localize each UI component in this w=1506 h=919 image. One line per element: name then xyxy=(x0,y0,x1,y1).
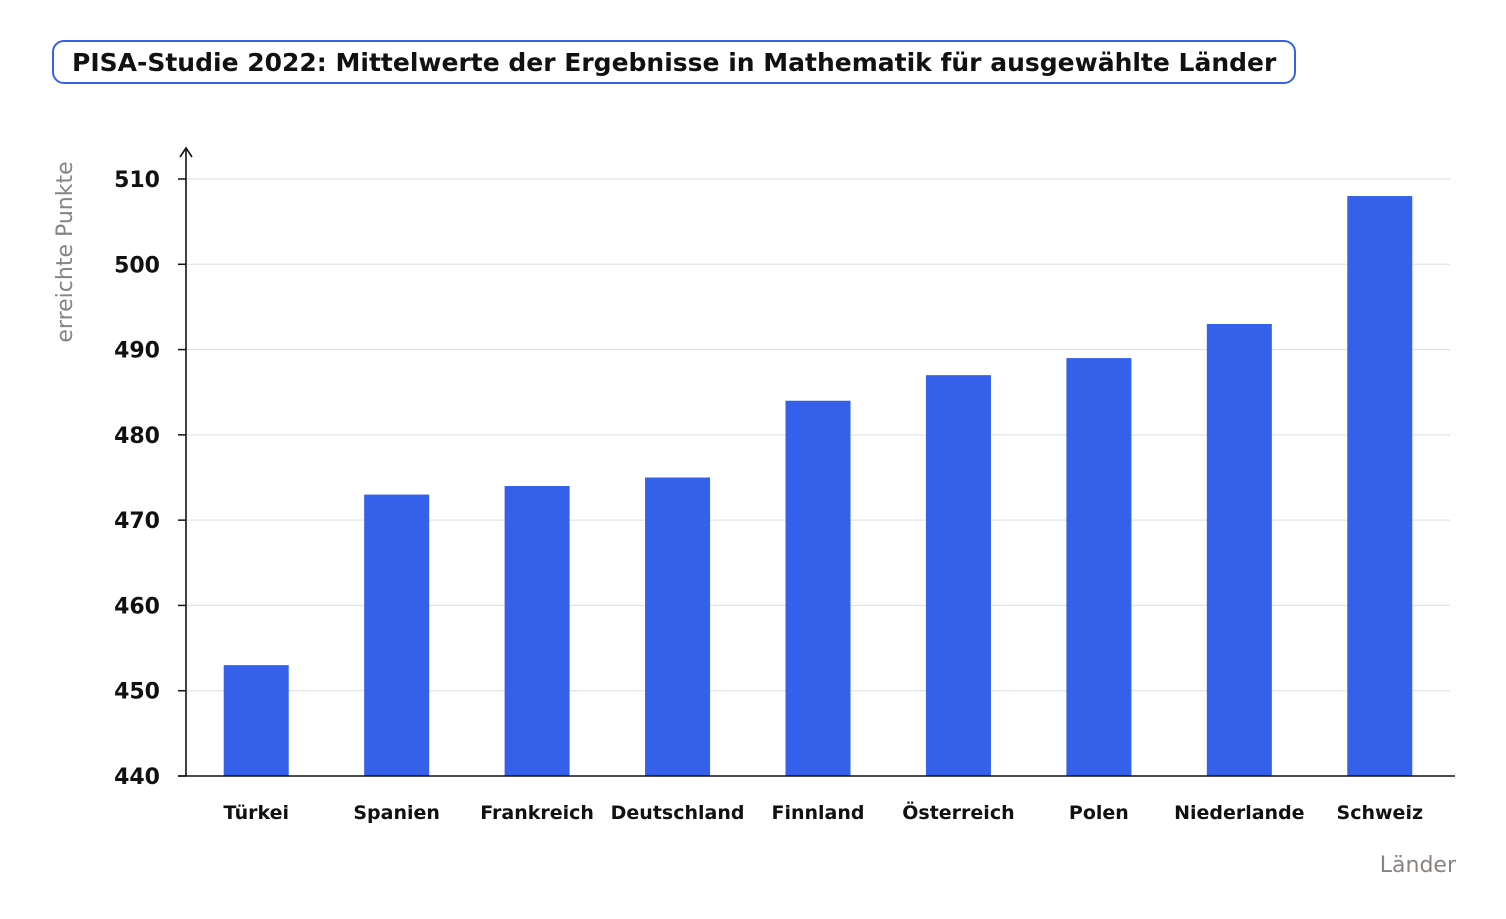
y-tick-labels: 440 450 460 470 480 490 500 510 xyxy=(114,168,160,790)
x-tick-label: Schweiz xyxy=(1337,802,1423,824)
bar-niederlande xyxy=(1206,323,1272,776)
y-tick-label: 450 xyxy=(114,680,160,705)
chart-title: PISA-Studie 2022: Mittelwerte der Ergebn… xyxy=(52,40,1297,84)
axes xyxy=(178,146,1455,777)
bar-österreich xyxy=(925,375,991,776)
y-tick-label: 480 xyxy=(114,424,160,449)
x-tick-label: Finnland xyxy=(771,802,864,824)
y-axis-arrow xyxy=(179,146,193,158)
bar-deutschland xyxy=(645,477,711,776)
y-tick-label: 470 xyxy=(114,509,160,534)
y-tick-label: 510 xyxy=(114,168,160,193)
bar-spanien xyxy=(364,494,430,776)
x-tick-label: Türkei xyxy=(223,802,289,824)
y-tick-label: 440 xyxy=(114,765,160,790)
y-tick-label: 500 xyxy=(114,253,160,278)
bar-frankreich xyxy=(504,486,570,776)
bar-polen xyxy=(1066,358,1132,776)
x-tick-label: Deutschland xyxy=(611,802,745,824)
x-axis-title: Länder xyxy=(1380,853,1457,878)
x-tick-label: Frankreich xyxy=(480,802,594,824)
y-tick-label: 460 xyxy=(114,594,160,619)
y-axis-title: erreichte Punkte xyxy=(53,161,78,342)
bar-schweiz xyxy=(1347,196,1413,777)
bar-türkei xyxy=(223,665,289,776)
y-tick-label: 490 xyxy=(114,339,160,364)
bar-finnland xyxy=(785,400,851,776)
x-tick-label: Österreich xyxy=(902,800,1014,824)
bars xyxy=(223,196,1413,777)
x-tick-label: Spanien xyxy=(353,802,440,824)
x-tick-labels: Türkei Spanien Frankreich Deutschland Finnla… xyxy=(223,800,1423,824)
x-tick-label: Polen xyxy=(1069,802,1129,824)
x-tick-label: Niederlande xyxy=(1174,802,1305,824)
